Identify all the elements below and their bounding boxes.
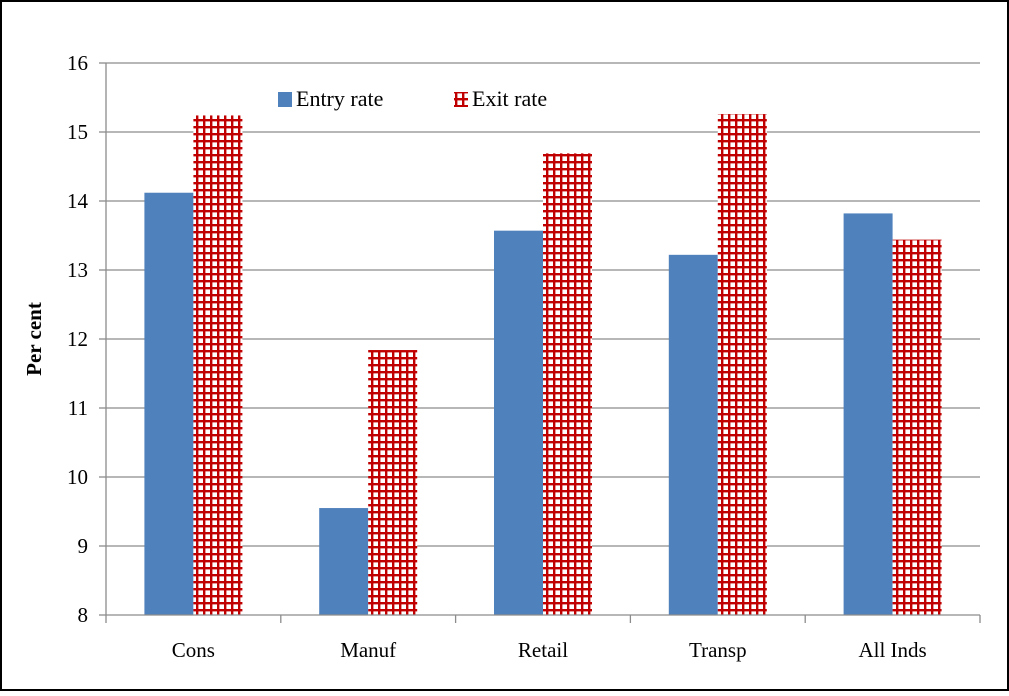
- x-category-label: Cons: [172, 638, 215, 662]
- y-tick-label: 11: [68, 396, 88, 420]
- axes: [99, 62, 981, 623]
- x-category-label: Manuf: [340, 638, 396, 662]
- exit-rate-bar-retail: [543, 153, 592, 615]
- exit-rate-bar-transp: [717, 114, 767, 615]
- y-tick-label: 12: [67, 327, 88, 351]
- legend-swatch: [278, 92, 292, 107]
- entry-rate-bar-retail: [494, 230, 543, 616]
- y-tick-label: 14: [67, 189, 89, 213]
- exit-rate-bar-all-inds: [892, 239, 942, 615]
- exit-rate-bar-cons: [193, 115, 243, 615]
- y-tick-label: 16: [67, 51, 88, 75]
- x-category-label: Retail: [518, 638, 568, 662]
- exit-rate-bar-manuf: [368, 350, 418, 615]
- bars: [144, 114, 942, 616]
- tick-labels: 8 9 10 11 12 13 14 15 16 Cons Manuf Retail Transp All…: [67, 51, 927, 662]
- entry-rate-bar-cons: [144, 192, 194, 615]
- x-category-label: All Inds: [858, 638, 926, 662]
- entry-rate-bar-manuf: [319, 508, 369, 615]
- entry-rate-bar-all-inds: [843, 213, 893, 616]
- y-tick-label: 10: [67, 465, 88, 489]
- y-tick-label: 9: [78, 534, 89, 558]
- legend: Entry rate Exit rate: [278, 86, 547, 111]
- x-category-label: Transp: [689, 638, 747, 662]
- y-tick-label: 8: [78, 603, 89, 627]
- y-tick-label: 13: [67, 258, 88, 282]
- entry-rate-bar-transp: [668, 254, 718, 615]
- y-tick-label: 15: [67, 120, 88, 144]
- y-axis-title: Per cent: [22, 302, 46, 376]
- legend-swatch: [454, 92, 468, 107]
- legend-label: Entry rate: [296, 86, 383, 111]
- legend-label: Exit rate: [472, 86, 547, 111]
